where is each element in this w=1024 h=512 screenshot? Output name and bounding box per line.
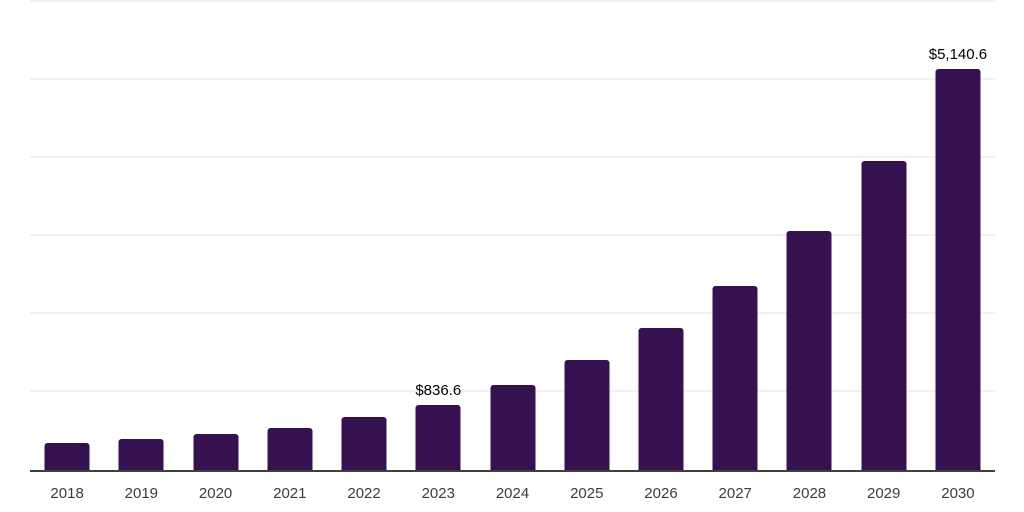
- bar-value-label-2023: $836.6: [415, 381, 462, 399]
- bar-2026: [638, 327, 684, 470]
- x-tick-2023: 2023: [421, 485, 455, 502]
- gridline-3000: [30, 234, 995, 236]
- bar-2030: [935, 69, 981, 470]
- gridline-5000: [30, 78, 995, 80]
- x-tick-2018: 2018: [50, 485, 84, 502]
- x-tick-2029: 2029: [867, 485, 901, 502]
- bar-column-2021: [253, 2, 327, 470]
- bar-2024: [490, 385, 536, 470]
- x-tick-2026: 2026: [644, 485, 678, 502]
- bar-column-2030: $5,140.6: [921, 2, 995, 470]
- gridline-4000: [30, 156, 995, 158]
- bar-column-2018: [30, 2, 104, 470]
- gridline-2000: [30, 312, 995, 314]
- bar-2019: [118, 439, 164, 470]
- x-axis: 2018 2019 2020 2021 2022 2023 2024 2025 2026 2027…: [30, 472, 995, 502]
- plot-area: $836.6 $5,140.6: [30, 0, 995, 472]
- bar-2028: [786, 231, 832, 470]
- bar-column-2028: [772, 2, 846, 470]
- bar-column-2026: [624, 2, 698, 470]
- x-tick-2024: 2024: [495, 485, 530, 502]
- bar-2027: [712, 285, 758, 470]
- bar-2021: [267, 427, 313, 470]
- bar-column-2027: [698, 2, 772, 470]
- bar-column-2019: [104, 2, 178, 470]
- bar-2020: [193, 434, 239, 470]
- x-tick-2019: 2019: [124, 485, 159, 502]
- bar-column-2029: [847, 2, 921, 470]
- x-tick-2025: 2025: [570, 485, 604, 502]
- bar-2018: [44, 442, 90, 470]
- bars-layer: $836.6 $5,140.6: [30, 2, 995, 470]
- x-tick-2030: 2030: [941, 485, 975, 502]
- x-tick-2028: 2028: [792, 485, 827, 502]
- gridline-6000: [30, 0, 995, 2]
- bar-column-2022: [327, 2, 401, 470]
- bar-column-2024: [475, 2, 549, 470]
- bar-column-2023: $836.6: [401, 2, 475, 470]
- bar-column-2020: [178, 2, 252, 470]
- bar-2025: [564, 360, 610, 470]
- bar-column-2025: [550, 2, 624, 470]
- bar-2023: [415, 404, 461, 470]
- bar-2022: [341, 416, 387, 470]
- bar-value-label-2030: $5,140.6: [928, 46, 988, 64]
- x-tick-2022: 2022: [347, 485, 381, 502]
- x-tick-2021: 2021: [273, 485, 307, 502]
- x-tick-2027: 2027: [718, 485, 752, 502]
- x-tick-2020: 2020: [198, 485, 233, 502]
- bar-2029: [861, 160, 907, 470]
